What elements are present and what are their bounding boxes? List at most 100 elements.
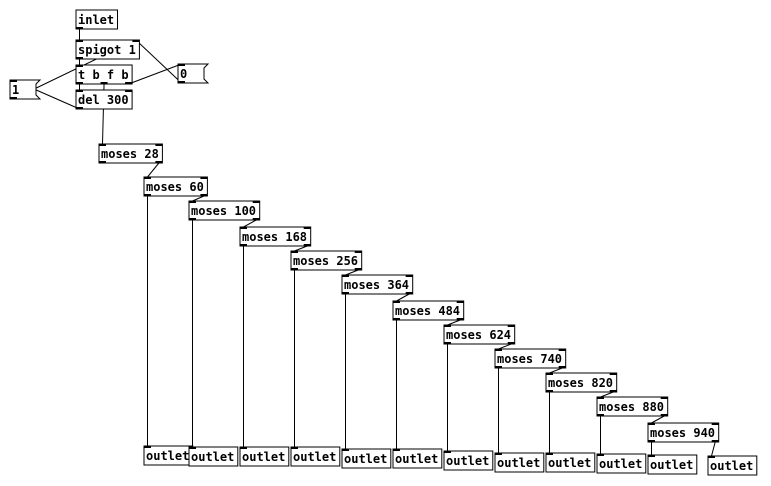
- box-label: outlet: [344, 452, 387, 466]
- object-outline: [443, 450, 494, 471]
- box-label: outlet: [395, 452, 438, 466]
- inlet-port: [189, 447, 196, 449]
- box-label: moses 100: [191, 204, 256, 218]
- inlet-port: [76, 90, 83, 92]
- connection: [192, 195, 205, 202]
- object-outline: [75, 39, 140, 60]
- inlet-port: [495, 453, 502, 455]
- inlet-port: [303, 227, 311, 229]
- outlet-port: [393, 318, 400, 320]
- box-label: outlet: [242, 450, 285, 464]
- object-box: outlet: [143, 445, 194, 466]
- object-outline: [545, 452, 596, 473]
- object-box: moses 100: [188, 200, 261, 221]
- box-label: moses 60: [146, 180, 204, 194]
- object-outline: [75, 9, 118, 30]
- object-box: moses 364: [341, 274, 414, 295]
- inlet-port: [132, 40, 140, 42]
- outlet-port: [76, 27, 83, 29]
- object-outline: [239, 226, 312, 247]
- inlet-port: [405, 275, 413, 277]
- connection: [128, 63, 182, 85]
- object-outline: [545, 372, 618, 393]
- object-outline: [443, 324, 516, 345]
- inlet-port: [291, 251, 298, 253]
- inlet-port: [342, 275, 349, 277]
- connection: [396, 293, 410, 302]
- connection: [447, 319, 461, 326]
- object-box: outlet: [392, 448, 443, 469]
- boxes: inlet spigot 1 t b f b del 300 1 0 moses 28 mos…: [9, 9, 758, 476]
- box-label: moses 880: [599, 400, 664, 414]
- outlet-port: [597, 414, 604, 416]
- box-label: 1: [12, 83, 19, 97]
- box-label: moses 624: [446, 328, 511, 342]
- connection: [549, 367, 563, 374]
- box-label: 0: [180, 67, 187, 81]
- box-label: outlet: [497, 456, 540, 470]
- inlet-port: [144, 177, 151, 179]
- object-box: outlet: [596, 453, 647, 474]
- box-label: outlet: [146, 449, 189, 463]
- box-label: moses 28: [101, 147, 159, 161]
- outlet-port: [291, 268, 298, 270]
- object-outline: [98, 143, 163, 164]
- object-outline: [647, 422, 720, 443]
- inlet-port: [708, 456, 715, 458]
- object-box: del 300: [75, 89, 133, 110]
- outlet-port: [178, 81, 185, 83]
- box-label: inlet: [78, 13, 114, 27]
- box-label: t b f b: [78, 68, 129, 82]
- object-outline: [290, 250, 363, 271]
- inlet-port: [507, 325, 515, 327]
- object-box: moses 28: [98, 143, 163, 164]
- inlet-port: [546, 373, 553, 375]
- inlet-port: [711, 423, 719, 425]
- outlet-port: [711, 440, 719, 442]
- object-box: moses 740: [494, 348, 567, 369]
- inlet-port: [240, 447, 247, 449]
- object-box: moses 484: [392, 300, 465, 321]
- object-box: outlet: [341, 448, 392, 469]
- object-box: moses 624: [443, 324, 516, 345]
- object-box: moses 168: [239, 226, 312, 247]
- inlet-port: [291, 447, 298, 449]
- object-box: outlet: [647, 454, 698, 475]
- outlet-port: [100, 82, 108, 84]
- object-outline: [494, 452, 545, 473]
- outlet-port: [495, 366, 502, 368]
- object-box: outlet: [545, 452, 596, 473]
- connection: [498, 343, 512, 350]
- object-box: moses 60: [143, 176, 208, 197]
- outlet-port: [303, 244, 311, 246]
- outlet-port: [660, 414, 668, 416]
- connection: [600, 391, 614, 398]
- message-box: 0: [177, 63, 210, 84]
- outlet-port: [76, 82, 83, 84]
- object-outline: [647, 454, 698, 475]
- connection: [294, 245, 308, 252]
- box-label: moses 168: [242, 230, 307, 244]
- inlet-port: [252, 201, 260, 203]
- outlet-port: [405, 292, 413, 294]
- box-label: moses 364: [344, 278, 409, 292]
- inlet-port: [76, 40, 83, 42]
- message-box: 1: [9, 79, 42, 100]
- inlet-port: [648, 455, 655, 457]
- connection: [345, 269, 359, 276]
- box-label: moses 940: [650, 426, 715, 440]
- object-outline: [188, 446, 239, 467]
- object-box: outlet: [443, 450, 494, 471]
- outlet-port: [76, 57, 83, 59]
- outlet-port: [507, 342, 515, 344]
- object-box: t b f b: [75, 64, 133, 85]
- outlet-port: [444, 342, 451, 344]
- inlet-port: [444, 451, 451, 453]
- outlet-port: [546, 390, 553, 392]
- object-outline: [392, 300, 465, 321]
- connection: [147, 162, 160, 178]
- outlet-port: [456, 318, 464, 320]
- inlet-port: [354, 251, 362, 253]
- inlet-port: [495, 349, 502, 351]
